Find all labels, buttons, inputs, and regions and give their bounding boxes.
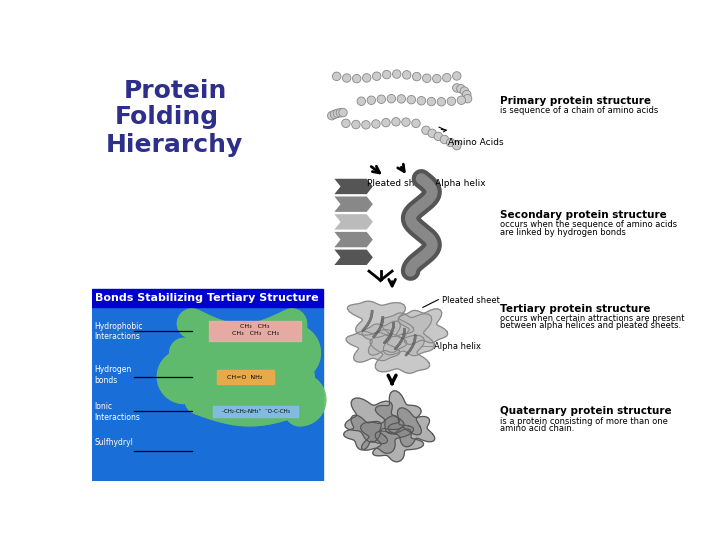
Bar bbox=[209, 321, 301, 341]
Text: is a protein consisting of more than one: is a protein consisting of more than one bbox=[500, 417, 667, 426]
Circle shape bbox=[453, 84, 461, 92]
Polygon shape bbox=[398, 309, 448, 345]
Polygon shape bbox=[344, 415, 387, 450]
Circle shape bbox=[343, 74, 351, 82]
Polygon shape bbox=[345, 398, 404, 442]
Circle shape bbox=[417, 97, 426, 105]
Circle shape bbox=[362, 73, 371, 82]
Polygon shape bbox=[370, 334, 430, 373]
Bar bbox=[213, 406, 298, 417]
Text: occurs when certain attractions are present: occurs when certain attractions are pres… bbox=[500, 314, 685, 322]
Text: -CH₂-CH₂-NH₃⁺  ⁻O-C-CH₃: -CH₂-CH₂-NH₃⁺ ⁻O-C-CH₃ bbox=[222, 409, 290, 414]
Text: Sulfhydryl: Sulfhydryl bbox=[94, 438, 133, 447]
Text: Pleated sheet: Pleated sheet bbox=[442, 296, 500, 305]
Circle shape bbox=[407, 96, 415, 104]
Circle shape bbox=[433, 75, 441, 83]
Bar bbox=[92, 307, 323, 499]
Circle shape bbox=[456, 84, 465, 93]
Circle shape bbox=[453, 141, 461, 150]
Circle shape bbox=[392, 118, 400, 126]
Circle shape bbox=[443, 73, 451, 82]
Circle shape bbox=[377, 95, 385, 104]
Circle shape bbox=[413, 72, 421, 81]
Circle shape bbox=[428, 129, 436, 138]
Text: CH₃   CH₃: CH₃ CH₃ bbox=[240, 325, 270, 329]
Text: occurs when the sequence of amino acids: occurs when the sequence of amino acids bbox=[500, 220, 677, 230]
Circle shape bbox=[397, 94, 405, 103]
Text: Amino Acids: Amino Acids bbox=[448, 138, 503, 147]
Circle shape bbox=[422, 126, 431, 134]
Circle shape bbox=[457, 96, 466, 104]
Text: is sequence of a chain of amino acids: is sequence of a chain of amino acids bbox=[500, 106, 658, 116]
Circle shape bbox=[392, 70, 401, 78]
Circle shape bbox=[402, 118, 410, 126]
Circle shape bbox=[336, 109, 345, 117]
Circle shape bbox=[423, 74, 431, 83]
Circle shape bbox=[460, 87, 469, 95]
Text: Quaternary protein structure: Quaternary protein structure bbox=[500, 406, 672, 416]
Circle shape bbox=[382, 70, 391, 79]
Circle shape bbox=[342, 119, 350, 127]
Circle shape bbox=[328, 111, 336, 120]
Text: amino acid chain.: amino acid chain. bbox=[500, 424, 575, 434]
Text: Ionic
Interactions: Ionic Interactions bbox=[94, 402, 140, 422]
Circle shape bbox=[333, 72, 341, 80]
Circle shape bbox=[339, 109, 347, 117]
Text: Hydrophobic
Interactions: Hydrophobic Interactions bbox=[94, 321, 143, 341]
Polygon shape bbox=[334, 179, 373, 194]
Circle shape bbox=[446, 138, 455, 147]
Text: Primary protein structure: Primary protein structure bbox=[500, 96, 651, 106]
Text: Hierarchy: Hierarchy bbox=[106, 132, 243, 157]
Circle shape bbox=[464, 94, 472, 103]
Circle shape bbox=[387, 94, 395, 103]
Bar bbox=[217, 370, 274, 384]
Text: Tertiary protein structure: Tertiary protein structure bbox=[500, 303, 650, 314]
Polygon shape bbox=[334, 249, 373, 265]
Polygon shape bbox=[334, 232, 373, 247]
Text: Folding: Folding bbox=[115, 105, 219, 129]
Circle shape bbox=[427, 97, 436, 106]
Circle shape bbox=[434, 132, 443, 140]
Text: between alpha helices and pleated sheets.: between alpha helices and pleated sheets… bbox=[500, 321, 681, 330]
Text: Alpha helix: Alpha helix bbox=[434, 342, 482, 351]
Text: are linked by hydrogen bonds: are linked by hydrogen bonds bbox=[500, 228, 626, 237]
Circle shape bbox=[372, 72, 381, 80]
Polygon shape bbox=[334, 214, 373, 230]
Circle shape bbox=[382, 118, 390, 127]
Circle shape bbox=[333, 109, 342, 118]
Polygon shape bbox=[334, 197, 373, 212]
Circle shape bbox=[440, 135, 449, 144]
Circle shape bbox=[412, 119, 420, 127]
Text: CH₃   CH₃   CH₃: CH₃ CH₃ CH₃ bbox=[232, 331, 279, 336]
Circle shape bbox=[351, 120, 360, 129]
Text: Alpha helix: Alpha helix bbox=[435, 179, 486, 188]
Circle shape bbox=[357, 97, 366, 105]
Text: Hydrogen
bonds: Hydrogen bonds bbox=[94, 366, 131, 385]
Circle shape bbox=[402, 71, 411, 79]
Circle shape bbox=[330, 110, 339, 119]
Text: Secondary protein structure: Secondary protein structure bbox=[500, 210, 667, 220]
Polygon shape bbox=[346, 329, 400, 362]
Polygon shape bbox=[373, 429, 423, 462]
Polygon shape bbox=[362, 321, 407, 355]
Bar bbox=[92, 289, 323, 307]
Circle shape bbox=[447, 97, 456, 105]
Circle shape bbox=[353, 75, 361, 83]
Polygon shape bbox=[347, 301, 414, 336]
Circle shape bbox=[462, 90, 471, 99]
Polygon shape bbox=[388, 408, 435, 447]
Text: CH=O  NH₂: CH=O NH₂ bbox=[228, 375, 263, 380]
Circle shape bbox=[453, 72, 461, 80]
Circle shape bbox=[372, 120, 380, 128]
Circle shape bbox=[361, 120, 370, 129]
Text: Pleated sheet: Pleated sheet bbox=[367, 179, 430, 188]
Polygon shape bbox=[361, 415, 413, 454]
Polygon shape bbox=[375, 391, 421, 435]
Polygon shape bbox=[381, 313, 434, 356]
Text: Bonds Stabilizing Tertiary Structure: Bonds Stabilizing Tertiary Structure bbox=[96, 293, 319, 303]
Text: Protein: Protein bbox=[124, 79, 228, 103]
Circle shape bbox=[437, 98, 446, 106]
Circle shape bbox=[367, 96, 376, 104]
